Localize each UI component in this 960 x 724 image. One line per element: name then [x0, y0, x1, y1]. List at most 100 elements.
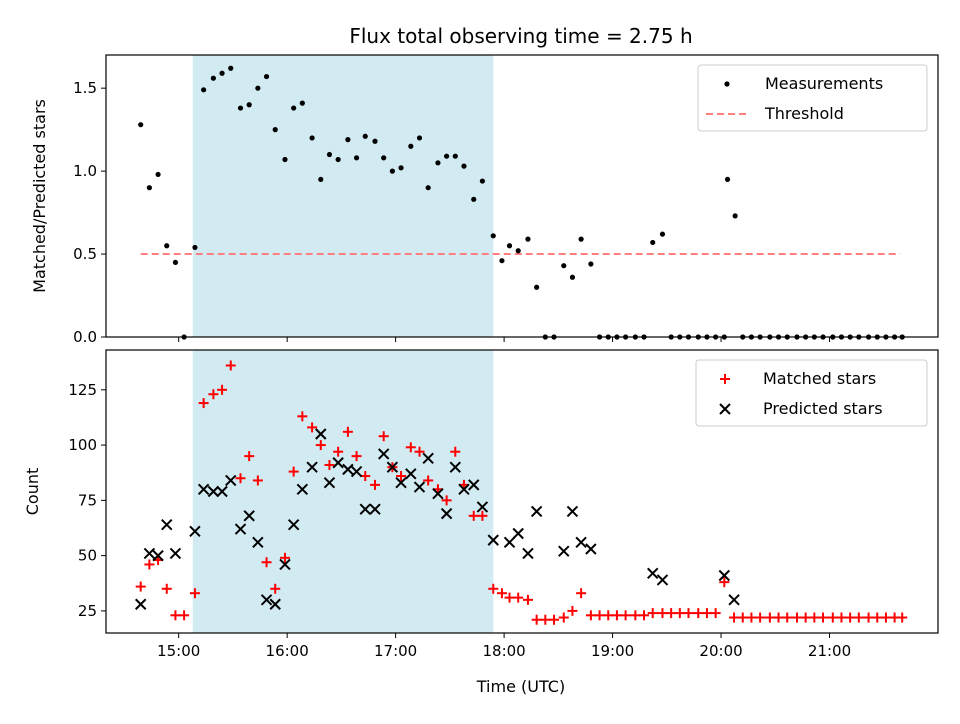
matched-star-point [594, 610, 605, 621]
matched-star-point [791, 612, 802, 623]
matched-star-point [549, 614, 559, 625]
measurement-point [444, 153, 450, 159]
predicted-star-point [386, 461, 399, 473]
x-tick-label: 19:00 [591, 642, 634, 660]
legend-marker-matched [720, 374, 730, 384]
x-stroke-b [169, 547, 182, 560]
matched-star-point [836, 612, 847, 623]
predicted-star-point [585, 543, 597, 555]
matched-star-point [657, 608, 668, 619]
x-stroke-b [161, 518, 173, 531]
x-stroke-b [566, 505, 579, 518]
top-y-tick-label: 0.5 [73, 245, 97, 263]
matched-star-point [800, 612, 811, 623]
x-stroke-b [449, 461, 461, 473]
x-stroke-b [405, 468, 417, 480]
legend-marker-measurements [724, 81, 730, 87]
measurement-point [578, 236, 584, 242]
measurement-point [479, 178, 486, 184]
predicted-star-point [342, 463, 354, 476]
matched-star-point [674, 608, 685, 619]
x-stroke-b [315, 428, 327, 440]
x-stroke-b [656, 574, 669, 586]
predicted-star-point [279, 558, 291, 571]
measurement-point [588, 261, 594, 267]
matched-star-point [144, 559, 155, 570]
x-axis-label: Time (UTC) [476, 677, 565, 696]
matched-star-point [477, 510, 488, 521]
predicted-star-point [323, 476, 336, 489]
x-stroke-b [143, 547, 156, 560]
measurement-point [461, 163, 467, 169]
matched-star-point [737, 612, 748, 623]
matched-star-point [567, 605, 578, 616]
x-stroke-b [476, 501, 489, 513]
predicted-star-point [143, 547, 156, 560]
predicted-star-point [152, 549, 164, 562]
x-stroke-b [152, 549, 164, 562]
top-y-tick-label: 0.0 [73, 328, 97, 346]
matched-star-point [370, 479, 381, 490]
x-tick-label: 17:00 [374, 642, 417, 660]
x-stroke-b [207, 485, 220, 498]
matched-star-point [701, 608, 712, 619]
measurement-point [219, 70, 225, 76]
x-stroke-b [252, 536, 264, 549]
matched-star-point [217, 384, 228, 395]
x-stroke-b [350, 465, 363, 478]
x-stroke-b [413, 481, 426, 493]
matched-star-point [135, 581, 146, 592]
top-y-tick-label: 1.0 [73, 162, 97, 180]
matched-star-point [809, 612, 820, 623]
measurement-point [525, 236, 531, 242]
x-stroke-b [279, 558, 291, 571]
measurement-point [192, 244, 198, 251]
bottom-series-1 [135, 428, 740, 610]
predicted-star-point [512, 527, 524, 540]
measurement-point [210, 75, 216, 81]
measurement-point [299, 100, 305, 106]
predicted-star-point [287, 518, 300, 531]
matched-star-point [522, 594, 533, 605]
predicted-star-point [656, 574, 669, 586]
x-stroke-b [386, 461, 399, 473]
matched-star-point [405, 442, 416, 453]
matched-star-point [496, 588, 507, 599]
matched-star-point [333, 446, 344, 457]
x-tick-label: 15:00 [157, 642, 200, 660]
predicted-star-point [718, 569, 731, 582]
bottom-y-tick-label: 50 [78, 547, 97, 565]
x-stroke-b [296, 483, 309, 495]
predicted-star-point [476, 501, 489, 513]
x-stroke-b [260, 594, 273, 606]
matched-star-point [414, 446, 425, 457]
matched-star-point [880, 612, 891, 623]
measurement-point [499, 258, 505, 264]
predicted-star-point [332, 457, 344, 469]
predicted-star-point [522, 547, 534, 560]
predicted-star-point [530, 505, 543, 518]
predicted-star-point [503, 536, 516, 549]
x-stroke-b [197, 483, 210, 495]
matched-star-point [639, 610, 650, 621]
predicted-star-point [350, 465, 363, 478]
matched-star-point [693, 608, 704, 619]
matched-star-point [558, 612, 569, 623]
matched-star-point [468, 510, 479, 521]
measurement-point [561, 263, 567, 269]
x-stroke-b [558, 545, 570, 557]
matched-star-point [585, 610, 596, 621]
matched-star-point [630, 610, 641, 621]
x-stroke-b [377, 448, 390, 460]
x-stroke-b [719, 403, 731, 415]
predicted-star-point [575, 536, 587, 549]
x-stroke-b [135, 598, 147, 610]
predicted-star-point [234, 523, 247, 535]
matched-star-point [611, 610, 622, 621]
measurement-point [659, 231, 666, 237]
matched-star-point [235, 473, 246, 484]
x-stroke-b [243, 510, 255, 522]
top-y-tick-label: 1.5 [73, 79, 97, 97]
x-stroke-b [323, 476, 336, 489]
matched-star-point [297, 411, 308, 422]
